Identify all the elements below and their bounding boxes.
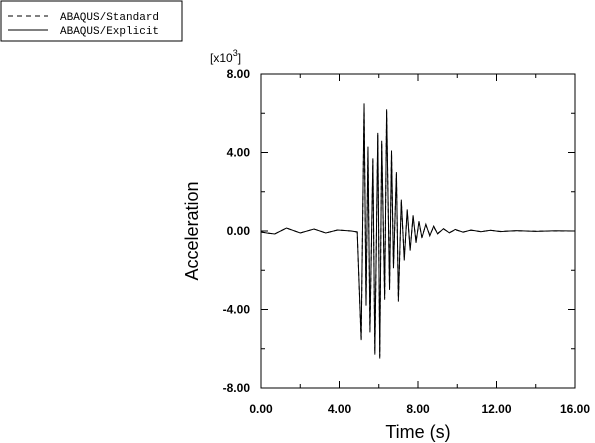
- y-multiplier-exp: 3: [233, 48, 238, 58]
- x-tick-label: 16.00: [560, 402, 590, 416]
- x-tick-label: 0.00: [249, 402, 273, 416]
- y-tick-label: 0.00: [227, 224, 251, 238]
- legend: ABAQUS/Standard ABAQUS/Explicit: [0, 0, 183, 42]
- y-tick-label: 8.00: [227, 67, 251, 81]
- y-axis-label: Acceleration: [182, 181, 202, 280]
- tick-group: [260, 73, 576, 389]
- legend-label-explicit: ABAQUS/Explicit: [60, 26, 159, 38]
- legend-label-standard: ABAQUS/Standard: [60, 12, 159, 24]
- legend-box: [0, 0, 183, 42]
- y-tick-label: 4.00: [227, 146, 251, 160]
- y-tick-label: -4.00: [223, 303, 251, 317]
- series-line-abaqus-explicit: [260, 103, 576, 359]
- y-multiplier-base: [x10: [210, 51, 233, 65]
- series-group: [260, 103, 576, 359]
- tick-label-group: 0.00 4.00 8.00 12.00 16.00 8.00 4.00 0.00 -4.00 -…: [223, 67, 591, 416]
- x-axis-label: Time (s): [385, 422, 450, 442]
- x-tick-label: 8.00: [406, 402, 430, 416]
- x-tick-label: 4.00: [328, 402, 352, 416]
- y-multiplier-close: ]: [238, 51, 241, 65]
- y-tick-label: -8.00: [223, 381, 251, 395]
- y-multiplier: [x103]: [210, 48, 241, 65]
- x-tick-label: 12.00: [481, 402, 511, 416]
